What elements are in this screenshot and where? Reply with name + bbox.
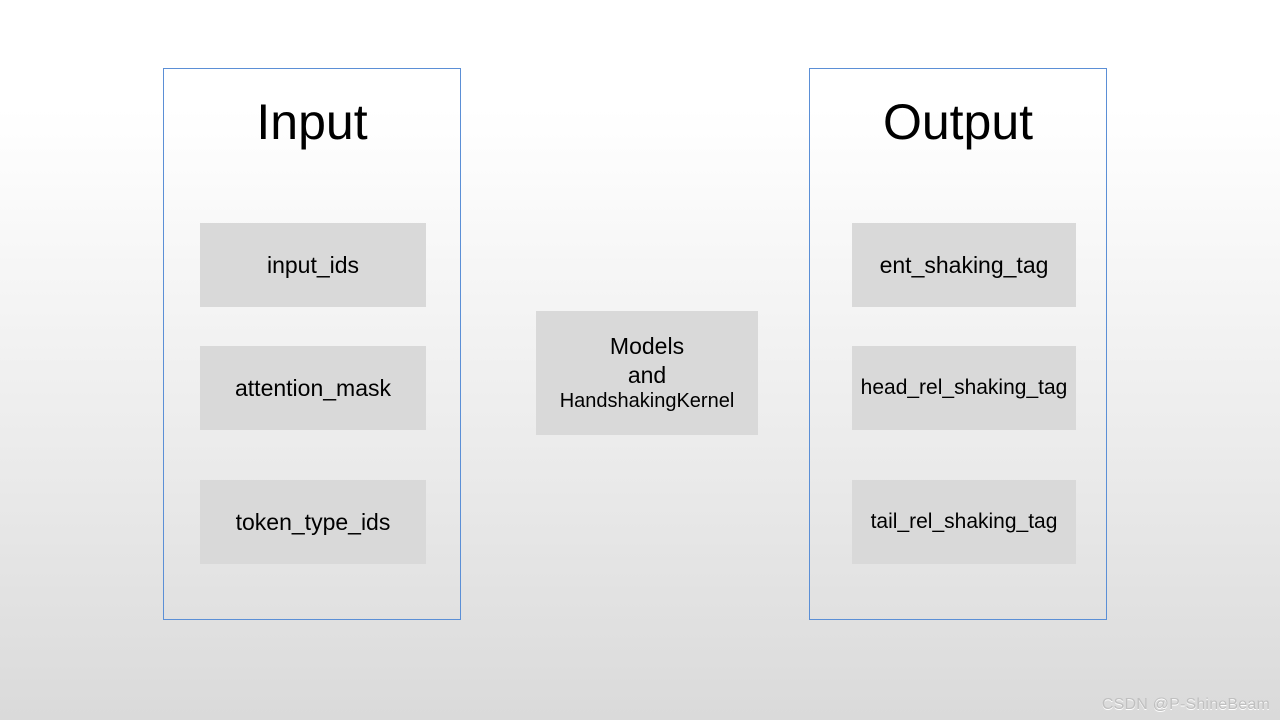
input-item-label: attention_mask bbox=[235, 375, 391, 402]
output-item-ent-shaking-tag: ent_shaking_tag bbox=[852, 223, 1076, 307]
output-item-label: ent_shaking_tag bbox=[880, 252, 1049, 279]
output-item-label: head_rel_shaking_tag bbox=[861, 376, 1068, 400]
input-item-input-ids: input_ids bbox=[200, 223, 426, 307]
output-item-head-rel-shaking-tag: head_rel_shaking_tag bbox=[852, 346, 1076, 430]
input-item-token-type-ids: token_type_ids bbox=[200, 480, 426, 564]
center-line: HandshakingKernel bbox=[560, 389, 735, 414]
diagram-canvas: Input input_ids attention_mask token_typ… bbox=[0, 0, 1280, 720]
input-panel-title: Input bbox=[256, 93, 367, 151]
input-item-label: token_type_ids bbox=[236, 509, 391, 536]
center-model-box: Models and HandshakingKernel bbox=[536, 311, 758, 435]
center-line: Models bbox=[610, 332, 684, 361]
center-line: and bbox=[628, 361, 666, 390]
output-panel-title: Output bbox=[883, 93, 1033, 151]
input-item-label: input_ids bbox=[267, 252, 359, 279]
output-item-label: tail_rel_shaking_tag bbox=[871, 510, 1058, 534]
watermark: CSDN @P-ShineBeam bbox=[1102, 696, 1270, 714]
input-item-attention-mask: attention_mask bbox=[200, 346, 426, 430]
output-item-tail-rel-shaking-tag: tail_rel_shaking_tag bbox=[852, 480, 1076, 564]
